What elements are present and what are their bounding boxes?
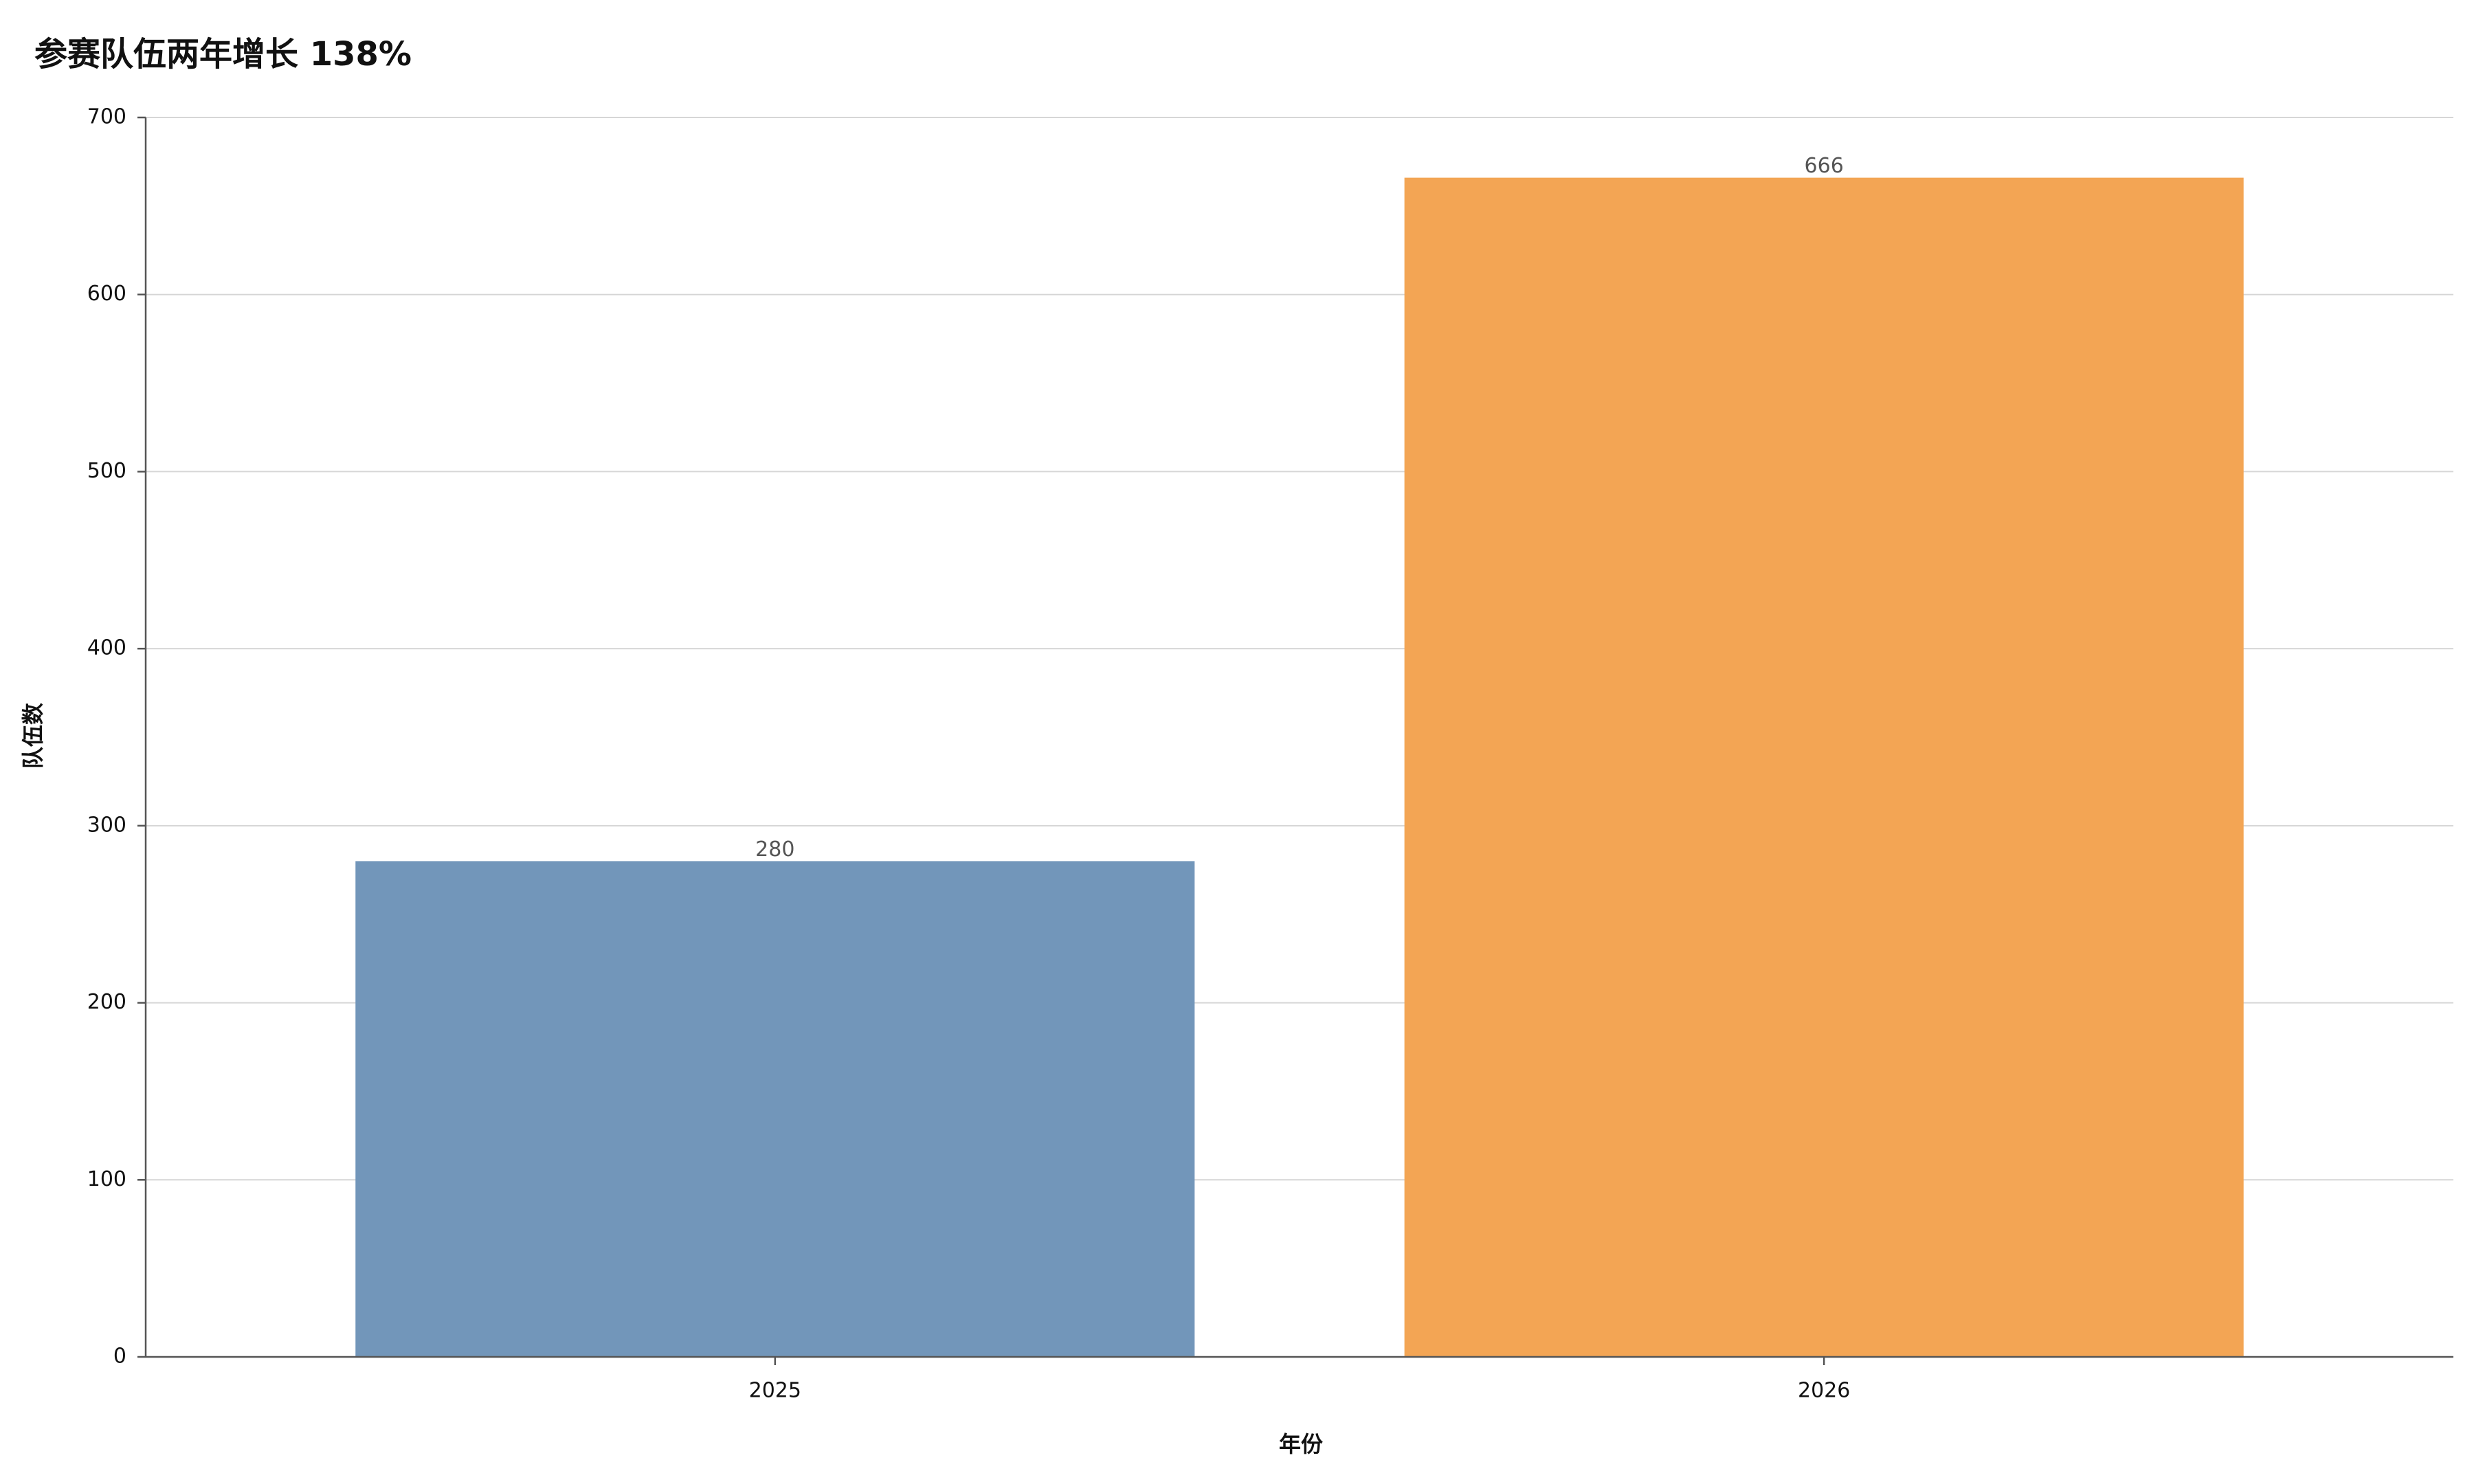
- x-tick-label: 2025: [749, 1379, 801, 1403]
- y-tick-label: 100: [87, 1167, 126, 1191]
- bar: [1404, 177, 2244, 1358]
- y-tick-label: 0: [113, 1345, 126, 1369]
- y-tick-label: 700: [87, 105, 126, 129]
- value-label: 666: [1805, 154, 1844, 178]
- bar: [355, 861, 1195, 1357]
- y-tick-label: 200: [87, 990, 126, 1014]
- y-tick-label: 500: [87, 459, 126, 483]
- y-tick-label: 600: [87, 282, 126, 306]
- y-axis-label: 队伍数: [20, 702, 46, 769]
- x-axis-label: 年份: [1279, 1431, 1323, 1457]
- chart-title: 参赛队伍两年增长 138%: [34, 35, 412, 74]
- value-label: 280: [755, 837, 794, 862]
- y-tick-label: 300: [87, 813, 126, 837]
- y-tick-label: 400: [87, 636, 126, 660]
- x-tick-label: 2026: [1798, 1379, 1850, 1403]
